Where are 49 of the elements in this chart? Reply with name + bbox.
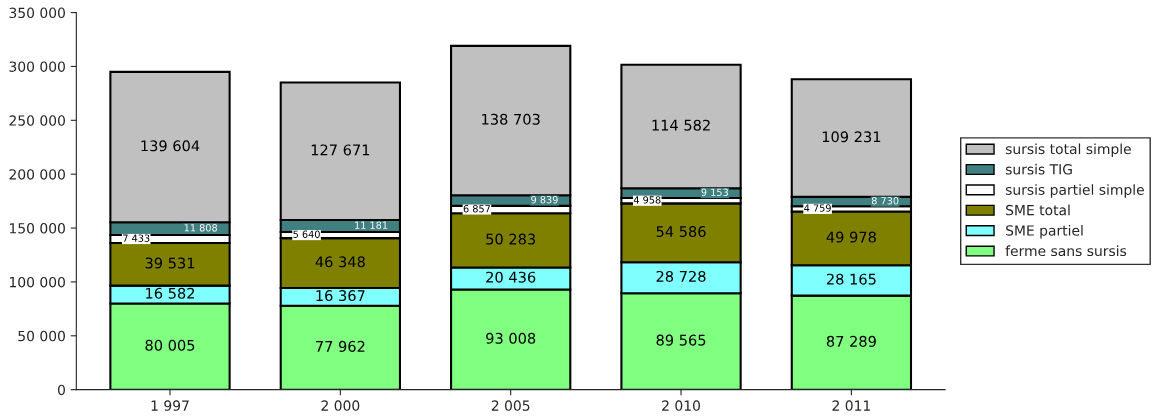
data-label: 89 565 — [656, 334, 706, 346]
data-label: 16 367 — [316, 290, 365, 302]
data-label: 28 728 — [656, 270, 706, 282]
y-tick-label: 50 000 — [18, 330, 65, 342]
data-label: 114 582 — [652, 119, 710, 131]
data-label: 4 958 — [633, 196, 661, 204]
data-label: 7 433 — [123, 234, 150, 242]
y-tick-label: 200 000 — [9, 169, 65, 180]
data-label: 11 181 — [355, 221, 388, 229]
legend-label: sursis TIG — [1005, 163, 1072, 175]
data-label: 11 808 — [184, 224, 218, 232]
legend-label: sursis total simple — [1005, 143, 1131, 157]
legend-label: sursis partiel simple — [1005, 184, 1144, 198]
data-label: 5 640 — [293, 230, 320, 238]
data-label: 127 671 — [311, 144, 370, 156]
x-tick-label: 2 010 — [662, 400, 700, 411]
data-label: 109 231 — [822, 131, 881, 143]
legend-label: SME partiel — [1006, 224, 1083, 239]
data-label: 93 008 — [486, 332, 536, 344]
y-tick-label: 250 000 — [9, 115, 65, 126]
x-tick-label: 2 000 — [321, 400, 360, 411]
y-tick-label: 150 000 — [9, 223, 65, 234]
data-label: 6 857 — [463, 205, 490, 213]
y-tick-label: 350 000 — [9, 7, 65, 19]
data-label: 46 348 — [315, 256, 365, 268]
y-tick-label: 100 000 — [9, 276, 65, 288]
data-label: 4 759 — [804, 204, 831, 212]
data-label: 16 582 — [146, 287, 195, 299]
data-label: 50 283 — [486, 233, 536, 245]
data-label: 54 586 — [656, 226, 706, 238]
data-label: 8 730 — [871, 197, 899, 205]
y-tick-label: 300 000 — [9, 61, 65, 72]
data-label: 49 978 — [826, 231, 876, 243]
x-tick-label: 2 005 — [491, 400, 530, 411]
data-label: 80 005 — [145, 339, 195, 351]
data-label: 139 604 — [141, 140, 200, 152]
x-tick-label: 1 997 — [151, 400, 189, 411]
x-tick-label: 2 011 — [832, 400, 870, 411]
data-label: 77 962 — [316, 340, 365, 352]
data-label: 138 703 — [482, 113, 540, 125]
data-label: 9 153 — [701, 188, 728, 196]
data-label: 39 531 — [145, 257, 195, 269]
legend-label: SME total — [1006, 204, 1070, 216]
legend-label: ferme sans sursis — [1005, 245, 1127, 257]
data-label: 9 839 — [531, 196, 558, 204]
data-label: 87 289 — [826, 335, 876, 347]
data-label: 28 165 — [826, 273, 876, 285]
y-tick-label: 0 — [57, 384, 65, 396]
data-label: 20 436 — [486, 271, 536, 283]
